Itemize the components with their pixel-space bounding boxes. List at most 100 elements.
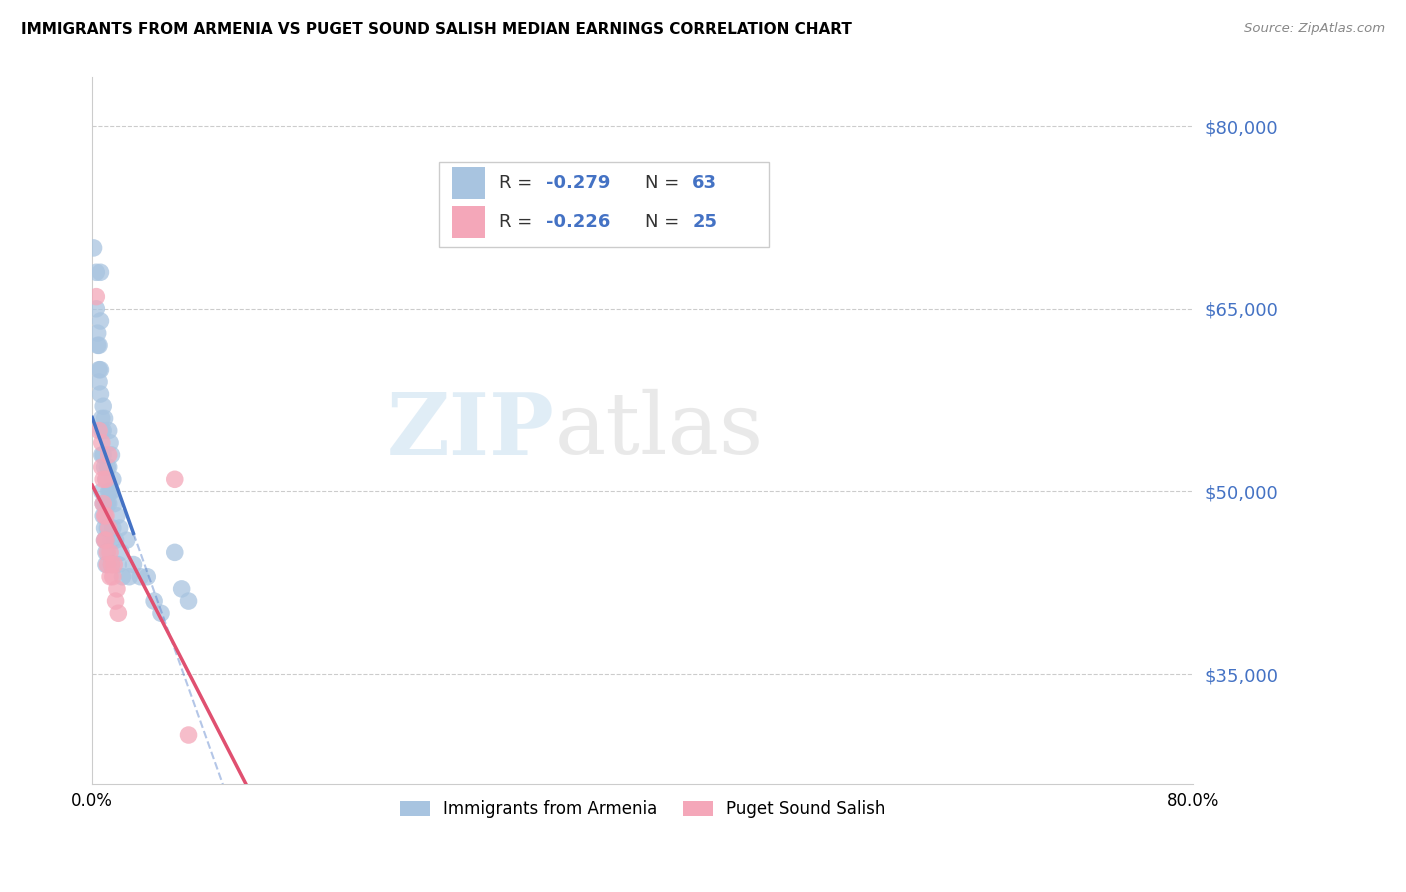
Point: [98, 484, 121, 499]
Text: Source: ZipAtlas.com: Source: ZipAtlas.com: [1244, 22, 1385, 36]
Point: [94, 497, 117, 511]
Point: [93, 521, 115, 535]
Point: [90, 460, 112, 475]
Point: [101, 472, 124, 486]
Point: [103, 497, 125, 511]
Point: [91, 508, 114, 523]
Point: [93, 508, 115, 523]
Text: N =: N =: [645, 174, 685, 193]
Point: [163, 545, 186, 559]
Point: [90, 448, 112, 462]
Point: [93, 497, 115, 511]
Point: [104, 533, 127, 548]
Point: [94, 533, 117, 548]
Point: [87, 424, 110, 438]
Point: [84, 265, 107, 279]
Point: [100, 558, 122, 572]
Point: [170, 582, 193, 596]
Point: [100, 484, 122, 499]
Point: [84, 290, 107, 304]
Text: atlas: atlas: [555, 389, 763, 472]
Point: [90, 484, 112, 499]
Text: R =: R =: [499, 174, 537, 193]
Point: [94, 508, 117, 523]
Point: [91, 497, 114, 511]
Point: [91, 424, 114, 438]
Point: [89, 314, 111, 328]
Text: N =: N =: [645, 213, 685, 231]
Point: [100, 533, 122, 548]
Point: [105, 582, 128, 596]
Point: [98, 435, 121, 450]
Text: R =: R =: [499, 213, 537, 231]
Point: [108, 521, 131, 535]
Legend: Immigrants from Armenia, Puget Sound Salish: Immigrants from Armenia, Puget Sound Sal…: [394, 794, 891, 825]
Point: [87, 362, 110, 376]
FancyBboxPatch shape: [453, 206, 485, 238]
Point: [96, 521, 118, 535]
Point: [91, 448, 114, 462]
Point: [96, 460, 118, 475]
Point: [143, 594, 166, 608]
Text: 63: 63: [692, 174, 717, 193]
Point: [111, 570, 134, 584]
Point: [94, 545, 117, 559]
Point: [94, 558, 117, 572]
Point: [84, 301, 107, 316]
Point: [86, 326, 108, 341]
Point: [107, 606, 129, 620]
Point: [101, 570, 124, 584]
Point: [96, 497, 118, 511]
Point: [177, 594, 200, 608]
Point: [118, 570, 141, 584]
Point: [90, 424, 112, 438]
Point: [97, 448, 120, 462]
Point: [94, 472, 117, 486]
Point: [91, 399, 114, 413]
Point: [136, 570, 159, 584]
Point: [110, 545, 132, 559]
Point: [98, 545, 121, 559]
Point: [100, 448, 122, 462]
Point: [107, 558, 129, 572]
Point: [103, 558, 125, 572]
Point: [89, 265, 111, 279]
Point: [89, 362, 111, 376]
Point: [93, 533, 115, 548]
Point: [90, 435, 112, 450]
FancyBboxPatch shape: [453, 168, 485, 199]
Point: [93, 460, 115, 475]
Point: [91, 497, 114, 511]
Point: [83, 241, 105, 255]
Point: [97, 497, 120, 511]
Text: IMMIGRANTS FROM ARMENIA VS PUGET SOUND SALISH MEDIAN EARNINGS CORRELATION CHART: IMMIGRANTS FROM ARMENIA VS PUGET SOUND S…: [21, 22, 852, 37]
Point: [163, 472, 186, 486]
Point: [150, 606, 173, 620]
Point: [97, 521, 120, 535]
Point: [105, 508, 128, 523]
Point: [129, 570, 152, 584]
Point: [93, 533, 115, 548]
Point: [89, 387, 111, 401]
Point: [86, 338, 108, 352]
Point: [90, 411, 112, 425]
Point: [93, 411, 115, 425]
Text: -0.226: -0.226: [546, 213, 610, 231]
Point: [122, 558, 145, 572]
Point: [101, 521, 124, 535]
Point: [96, 558, 118, 572]
Point: [115, 533, 138, 548]
Text: -0.279: -0.279: [546, 174, 610, 193]
Point: [94, 533, 117, 548]
Point: [96, 545, 118, 559]
Point: [98, 570, 121, 584]
Point: [100, 558, 122, 572]
Text: 25: 25: [692, 213, 717, 231]
Point: [97, 484, 120, 499]
Point: [94, 472, 117, 486]
Point: [177, 728, 200, 742]
Point: [87, 338, 110, 352]
Point: [87, 375, 110, 389]
Point: [97, 460, 120, 475]
Point: [104, 594, 127, 608]
